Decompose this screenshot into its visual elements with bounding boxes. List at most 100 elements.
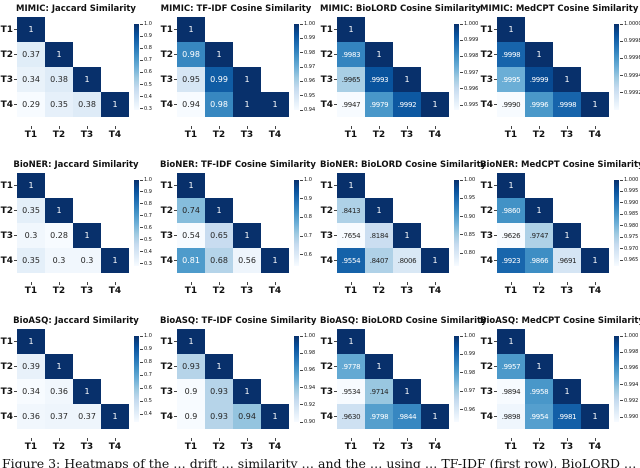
heatmap-cell: .9965	[337, 67, 365, 92]
x-tick-label: T2	[45, 126, 73, 140]
x-tick-label: T4	[261, 126, 289, 140]
heatmap-cell-empty	[101, 42, 129, 67]
heatmap-cell: 0.34	[17, 67, 45, 92]
colorbar-tick-label: 1.00	[460, 177, 475, 183]
cell-value: .8006	[397, 256, 417, 265]
colorbar-gradient	[134, 180, 139, 266]
y-tick-label: T1	[320, 329, 337, 354]
colorbar-tick-label: 0.9992	[620, 90, 640, 96]
colorbar-tick-label: 0.998	[620, 349, 638, 355]
cell-value: .8184	[369, 231, 389, 240]
cell-value: 0.93	[210, 387, 228, 396]
heatmap-cell-empty	[553, 329, 581, 354]
subplot-body: T1 T2 T3 T4 1 .9860 1 .9626 .9747 1 .9923 .9866 .969…	[480, 173, 640, 281]
colorbar-tick-label: 0.94	[300, 107, 315, 113]
cell-value: .7654	[341, 231, 361, 240]
heatmap-cell: 1	[421, 404, 449, 429]
heatmap-cell: .9995	[497, 67, 525, 92]
heatmap-cell: 1	[525, 198, 553, 223]
cell-value: 1	[404, 75, 410, 84]
heatmap-cell: 1	[45, 198, 73, 223]
y-tick-label: T2	[160, 198, 177, 223]
colorbar-gradient	[614, 24, 619, 110]
colorbar-gradient	[294, 336, 299, 422]
colorbar-gradient	[294, 180, 299, 266]
heatmap-cell-empty	[581, 198, 609, 223]
y-axis-labels: T1 T2 T3 T4	[160, 329, 177, 429]
heatmap-cell-empty	[233, 354, 261, 379]
y-tick-label: T2	[160, 42, 177, 67]
heatmap-cell: 0.3	[17, 223, 45, 248]
colorbar-tick-label: 0.5	[140, 82, 152, 88]
colorbar-tick-label: 0.95	[300, 93, 315, 99]
cell-value: 1	[56, 206, 62, 215]
heatmap-cell-empty	[73, 173, 101, 198]
cell-value: 0.9	[184, 412, 198, 421]
colorbar-tick-label: 0.985	[620, 211, 638, 217]
colorbar: 1.0 0.9 0.8 0.7 0.6 0.5 0.4 0.3	[134, 17, 160, 125]
y-tick-label: T4	[480, 92, 497, 117]
heatmap-cell-empty	[101, 329, 129, 354]
heatmap-cell: 0.3	[73, 248, 101, 273]
heatmap-cell: 1	[233, 67, 261, 92]
cell-value: .9995	[501, 75, 521, 84]
colorbar-tick-label: 0.9998	[620, 38, 640, 44]
heatmap-cell-empty	[553, 173, 581, 198]
cell-value: 1	[188, 181, 194, 190]
heatmap-cell: 0.81	[177, 248, 205, 273]
heatmap-cell: 1	[17, 17, 45, 42]
colorbar-tick-label: 0.6	[140, 225, 152, 231]
x-tick-label: T1	[17, 282, 45, 296]
colorbar: 1.00 0.99 0.98 0.97 0.96 0.95 0.94	[294, 17, 320, 125]
heatmap-cell: 1	[581, 404, 609, 429]
y-tick-label: T3	[480, 223, 497, 248]
x-tick-label: T4	[261, 438, 289, 452]
colorbar-tick-label: 0.965	[620, 257, 638, 263]
y-tick-label: T4	[0, 248, 17, 273]
colorbar-tick-label: 0.7	[140, 213, 152, 219]
colorbar-tick-label: 0.8	[140, 45, 152, 51]
cell-value: 1	[404, 387, 410, 396]
cell-value: 1	[432, 256, 438, 265]
cell-value: 0.36	[50, 387, 68, 396]
cell-value: 0.35	[22, 206, 40, 215]
y-axis-labels: T1 T2 T3 T4	[0, 17, 17, 117]
cell-value: .9860	[501, 206, 521, 215]
cell-value: .9998	[557, 100, 577, 109]
colorbar-tick-label: 0.999	[460, 37, 478, 43]
heatmap-cell-empty	[525, 329, 553, 354]
subplot-body: T1 T2 T3 T4 1 0.37 1 0.34 0.38 1 0.29 0.35 0.38 1 1.0 0…	[0, 17, 160, 125]
heatmap-cell: 1	[45, 354, 73, 379]
cell-value: 1	[84, 231, 90, 240]
colorbar-tick-label: 0.996	[620, 365, 638, 371]
y-tick-label: T2	[0, 354, 17, 379]
heatmap-cell-empty	[393, 17, 421, 42]
heatmap-cell-empty	[581, 329, 609, 354]
heatmap-cell: .8184	[365, 223, 393, 248]
colorbar-tick-label: 0.8	[140, 201, 152, 207]
cell-value: 0.37	[50, 412, 68, 421]
heatmap-cell: .9947	[337, 92, 365, 117]
colorbar-tick-label: 0.90	[460, 214, 475, 220]
heatmap-cell-empty	[393, 329, 421, 354]
x-tick-label: T4	[261, 282, 289, 296]
x-tick-label: T1	[337, 438, 365, 452]
heatmap-cell-empty	[261, 67, 289, 92]
heatmap-cell-empty	[73, 198, 101, 223]
x-axis-labels: T1 T2 T3 T4	[337, 438, 449, 452]
y-tick-label: T4	[320, 248, 337, 273]
heatmap-grid: 1 .9778 1 .9534 .9714 1 .9630 .9798 .9844 1	[337, 329, 449, 429]
cell-value: .9983	[341, 50, 361, 59]
heatmap-cell: .9923	[497, 248, 525, 273]
heatmap-cell-empty	[421, 329, 449, 354]
y-tick-label: T3	[0, 67, 17, 92]
heatmap-cell: .9992	[393, 92, 421, 117]
heatmap-cell: 0.9	[177, 379, 205, 404]
heatmap-cell: .9898	[497, 404, 525, 429]
heatmap-cell: 1	[261, 404, 289, 429]
y-tick-label: T1	[160, 17, 177, 42]
heatmap-grid: 1 0.98 1 0.95 0.99 1 0.94 0.98 1 1	[177, 17, 289, 117]
heatmap-cell: 1	[421, 92, 449, 117]
heatmap-cell: 0.68	[205, 248, 233, 273]
